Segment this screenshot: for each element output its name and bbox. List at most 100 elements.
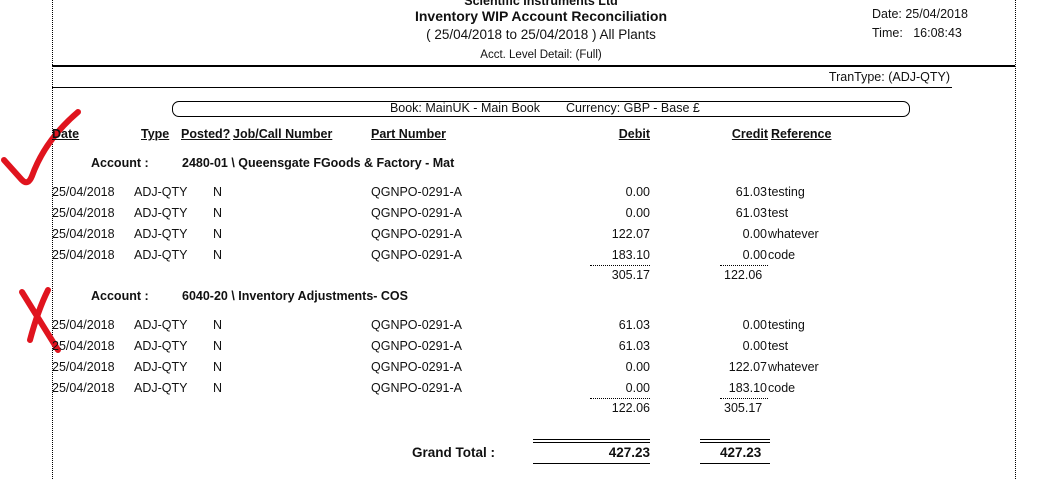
cell: N (213, 339, 223, 353)
rule (533, 442, 650, 443)
column-header: Job/Call Number (233, 127, 333, 141)
cell: ADJ-QTY (134, 339, 188, 353)
cell: 122.07 (728, 360, 767, 374)
cell: N (213, 381, 223, 395)
column-header: Debit (618, 127, 650, 141)
account-name: 6040-20 \ Inventory Adjustments- COS (182, 289, 408, 303)
cell: N (213, 227, 223, 241)
rule (700, 442, 770, 443)
cell: QGNPO-0291-A (371, 248, 463, 262)
report-title: Inventory WIP Account Reconciliation (414, 8, 668, 24)
currency: Currency: GBP - Base £ (566, 101, 700, 115)
company-name: Scientific Instruments Ltd (464, 0, 618, 8)
report-period: ( 25/04/2018 to 25/04/2018 ) All Plants (426, 27, 656, 42)
book: Book: MainUK - Main Book (389, 101, 540, 115)
rule (720, 398, 768, 399)
grand-total-debit: 427.23 (608, 445, 650, 460)
left-border (52, 0, 53, 479)
cell: testing (768, 318, 805, 332)
cell: 25/04/2018 (52, 227, 115, 241)
rule (533, 439, 650, 440)
cell: QGNPO-0291-A (371, 381, 463, 395)
rule (590, 265, 650, 266)
column-header: Reference (771, 127, 832, 141)
cell: 0.00 (742, 248, 767, 262)
cell: 25/04/2018 (52, 381, 115, 395)
cell: ADJ-QTY (134, 248, 188, 262)
cell: 122.07 (611, 227, 650, 241)
rule (700, 463, 770, 464)
cell: 0.00 (742, 227, 767, 241)
rule (720, 265, 768, 266)
column-header: Credit (731, 127, 768, 141)
cell: code (768, 381, 796, 395)
cell: 0.00 (625, 381, 650, 395)
report-time: Time: 16:08:43 (872, 26, 962, 40)
cell: QGNPO-0291-A (371, 206, 463, 220)
cell: 0.00 (625, 206, 650, 220)
cell: whatever (768, 227, 819, 241)
column-header: Type (141, 127, 170, 141)
cell: 183.10 (728, 381, 767, 395)
cell: N (213, 318, 223, 332)
column-header: Posted? (181, 127, 231, 141)
cell: ADJ-QTY (134, 185, 188, 199)
report-date: Date: 25/04/2018 (872, 7, 968, 21)
cell: 25/04/2018 (52, 360, 115, 374)
cell: 61.03 (735, 206, 767, 220)
cell: ADJ-QTY (134, 381, 188, 395)
cell: 25/04/2018 (52, 318, 115, 332)
check-mark (1, 109, 81, 186)
rule (700, 439, 770, 440)
cell: QGNPO-0291-A (371, 227, 463, 241)
cell: ADJ-QTY (134, 360, 188, 374)
cell: 0.00 (625, 360, 650, 374)
column-header: Part Number (371, 127, 447, 141)
cell: testing (768, 185, 805, 199)
cell: QGNPO-0291-A (371, 339, 463, 353)
total-credit: 122.06 (724, 268, 763, 282)
cell: 0.00 (625, 185, 650, 199)
grand-total-label: Grand Total : (412, 445, 495, 460)
account-label: Account : (91, 156, 149, 170)
grand-total-credit: 427.23 (720, 445, 762, 460)
cell: QGNPO-0291-A (371, 360, 463, 374)
cell: ADJ-QTY (134, 227, 188, 241)
right-border (1015, 0, 1016, 479)
cell: N (213, 248, 223, 262)
cell: 25/04/2018 (52, 185, 115, 199)
total-debit: 122.06 (611, 401, 650, 415)
cell: 61.03 (618, 339, 650, 353)
cell: 0.00 (742, 318, 767, 332)
cell: 61.03 (618, 318, 650, 332)
cell: ADJ-QTY (134, 206, 188, 220)
header-rule (52, 65, 1015, 67)
cell: N (213, 206, 223, 220)
cell: 25/04/2018 (52, 206, 115, 220)
cell: QGNPO-0291-A (371, 318, 463, 332)
cell: 25/04/2018 (52, 248, 115, 262)
cell: code (768, 248, 796, 262)
cell: N (213, 185, 223, 199)
book-box (172, 101, 910, 117)
rule (533, 463, 650, 464)
header-rule (52, 87, 952, 88)
total-debit: 305.17 (611, 268, 650, 282)
cell: 183.10 (611, 248, 650, 262)
cell: test (768, 206, 789, 220)
cell: N (213, 360, 223, 374)
cell: 61.03 (735, 185, 767, 199)
rule (590, 398, 650, 399)
cell: QGNPO-0291-A (371, 185, 463, 199)
account-name: 2480-01 \ Queensgate FGoods & Factory - … (182, 156, 455, 170)
report-detail: Acct. Level Detail: (Full) (480, 49, 602, 61)
total-credit: 305.17 (724, 401, 763, 415)
cell: test (768, 339, 789, 353)
cell: ADJ-QTY (134, 318, 188, 332)
tran-type: TranType: (ADJ-QTY) (828, 70, 950, 84)
cell: whatever (768, 360, 819, 374)
account-label: Account : (91, 289, 149, 303)
cell: 0.00 (742, 339, 767, 353)
cell: 25/04/2018 (52, 339, 115, 353)
